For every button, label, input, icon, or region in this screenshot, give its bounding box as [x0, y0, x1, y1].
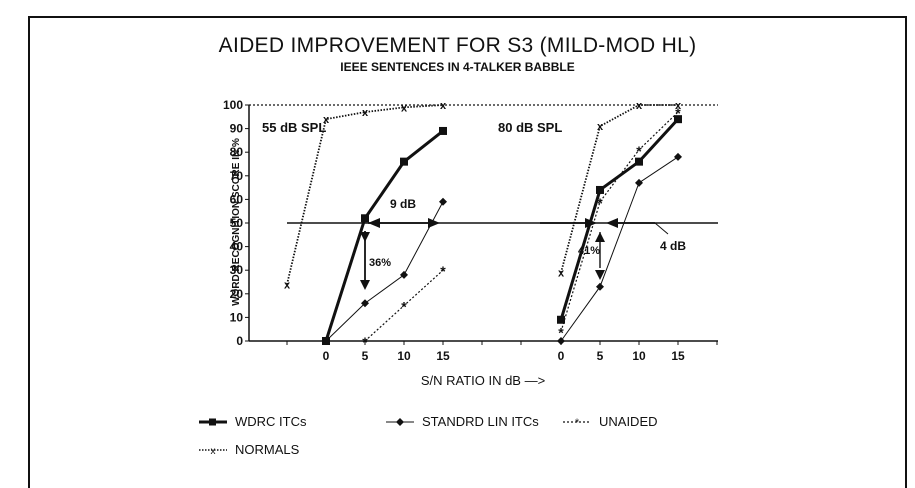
- annotation-9db: 9 dB: [390, 197, 416, 211]
- data-point: *: [597, 195, 603, 211]
- annotation-leader: [654, 222, 669, 235]
- x-tick-label: 5: [362, 349, 369, 363]
- arrowhead-down: [360, 280, 370, 290]
- panel-label: 80 dB SPL: [498, 120, 562, 135]
- y-tick-label: 60: [230, 192, 244, 206]
- data-point: [439, 197, 447, 206]
- panel-label: 55 dB SPL: [262, 120, 326, 135]
- annotation-41pct: 41%: [578, 245, 600, 257]
- arrowhead-right: [585, 218, 597, 228]
- arrowhead-left: [606, 218, 618, 228]
- x-tick-label: 5: [597, 349, 604, 363]
- data-point: x: [323, 114, 330, 126]
- legend-item-normals: x NORMALS: [197, 442, 299, 457]
- series-line: [560, 104, 678, 273]
- legend-label-standard: STANDRD LIN ITCs: [422, 414, 539, 429]
- y-tick-label: 0: [236, 334, 243, 348]
- series-line: [559, 118, 680, 321]
- legend-swatch-normals: x: [199, 446, 227, 455]
- data-point: [400, 270, 408, 279]
- data-point: [557, 315, 565, 324]
- chart-frame: [28, 16, 907, 488]
- series-line: [364, 269, 444, 342]
- data-point: [400, 157, 408, 166]
- legend-item-unaided: * UNAIDED: [561, 414, 658, 429]
- x-tick-label: 10: [397, 349, 411, 363]
- legend-item-standard: STANDRD LIN ITCs: [384, 414, 539, 429]
- y-tick-label: 20: [230, 287, 244, 301]
- legend-swatch-wdrc: [199, 418, 227, 425]
- legend-label-wdrc: WDRC ITCs: [235, 414, 307, 429]
- data-point: [596, 185, 604, 194]
- data-point: *: [401, 299, 407, 315]
- x-tick-label: 0: [323, 349, 330, 363]
- data-point: *: [636, 143, 642, 159]
- arrowhead-down: [595, 270, 605, 280]
- data-point: *: [440, 263, 446, 279]
- y-axis-label: WORD RECOGNITION SCORE IN %: [231, 138, 242, 306]
- y-tick-label: 30: [230, 263, 244, 277]
- data-point: *: [558, 325, 564, 341]
- y-tick-label: 80: [230, 145, 244, 159]
- x-tick-label: 10: [632, 349, 646, 363]
- data-point: x: [362, 107, 369, 119]
- data-point: x: [675, 100, 682, 112]
- svg-text:*: *: [575, 417, 580, 427]
- annotation-36pct: 36%: [369, 257, 391, 269]
- arrowhead-right: [428, 218, 440, 228]
- data-point: [674, 115, 682, 124]
- y-tick-label: 10: [230, 310, 244, 324]
- series-line: [560, 111, 679, 332]
- y-tick-label: 70: [230, 169, 244, 183]
- legend-item-wdrc: WDRC ITCs: [197, 414, 307, 429]
- data-point: x: [636, 100, 643, 112]
- annotation-4db: 4 dB: [660, 239, 686, 253]
- legend-label-normals: NORMALS: [235, 442, 300, 457]
- legend-swatch-standard: [386, 417, 414, 426]
- legend-label-unaided: UNAIDED: [599, 414, 658, 429]
- chart-title: AIDED IMPROVEMENT FOR S3 (MILD-MOD HL): [218, 34, 697, 57]
- x-tick-label: 15: [436, 349, 450, 363]
- y-tick-label: 90: [230, 122, 244, 136]
- series-line: [286, 104, 444, 285]
- svg-text:x: x: [211, 446, 216, 455]
- y-tick-label: 40: [230, 240, 244, 254]
- data-point: [439, 126, 447, 135]
- x-axis-label: S/N RATIO IN dB —>: [421, 373, 545, 388]
- arrowhead-up: [360, 232, 370, 242]
- arrowhead-left: [368, 218, 380, 228]
- data-point: [361, 214, 369, 223]
- legend-swatch-unaided: *: [563, 417, 591, 427]
- y-tick-label: 50: [230, 216, 244, 230]
- data-point: [596, 282, 604, 291]
- data-point: [674, 152, 682, 161]
- data-point: x: [401, 102, 408, 114]
- series-line: [324, 129, 444, 342]
- data-point: x: [597, 121, 604, 133]
- series-line: [560, 156, 679, 342]
- data-point: x: [440, 100, 447, 112]
- data-point: [361, 299, 369, 308]
- data-point: x: [284, 279, 291, 291]
- arrowhead-up: [595, 232, 605, 242]
- x-tick-label: 15: [671, 349, 685, 363]
- data-point: [557, 337, 565, 345]
- data-point: [635, 157, 643, 166]
- series-line: [325, 201, 444, 342]
- data-point: *: [675, 105, 681, 121]
- data-point: [635, 178, 643, 187]
- data-point: x: [558, 268, 565, 280]
- data-point: [322, 337, 330, 345]
- y-tick-label: 100: [223, 98, 243, 112]
- data-point: *: [362, 334, 368, 350]
- x-tick-label: 0: [558, 349, 565, 363]
- chart-subtitle: IEEE SENTENCES IN 4-TALKER BABBLE: [340, 60, 575, 74]
